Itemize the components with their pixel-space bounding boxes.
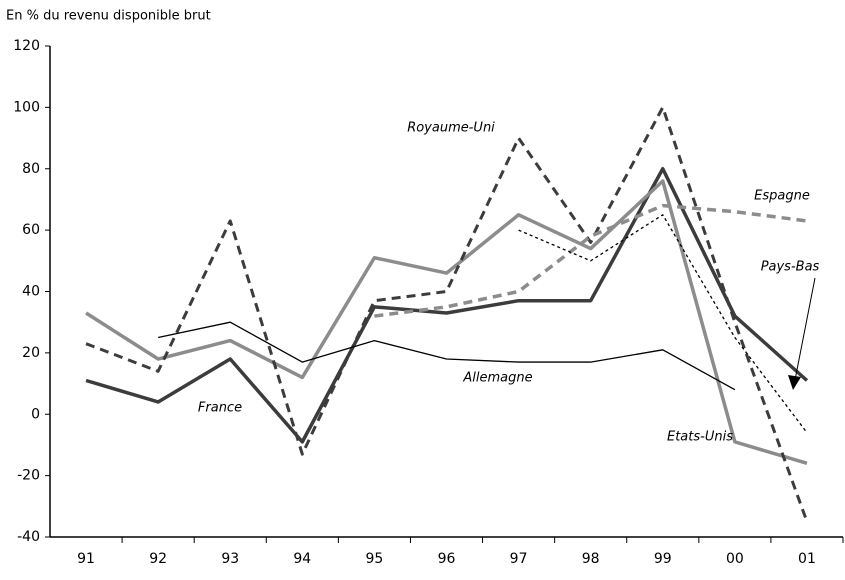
x-tick-label: 93 [221, 551, 239, 567]
x-tick-label: 00 [726, 551, 744, 567]
x-tick-label: 95 [365, 551, 383, 567]
series-label: Allemagne [462, 371, 532, 386]
series-label: France [198, 401, 242, 416]
y-tick-label: 60 [22, 222, 40, 238]
y-tick-label: 0 [31, 406, 40, 422]
y-tick-label: 40 [22, 284, 40, 300]
y-tick-label: -40 [17, 529, 40, 545]
series-label: Pays-Bas [761, 260, 820, 275]
series-line [518, 214, 808, 434]
x-tick-label: 99 [654, 551, 672, 567]
x-tick-label: 97 [510, 551, 528, 567]
axis-title: En % du revenu disponible brut [6, 9, 211, 24]
y-tick-label: 120 [13, 38, 40, 54]
pointer-arrow [794, 277, 816, 381]
y-tick-label: 80 [22, 161, 40, 177]
y-tick-label: 20 [22, 345, 40, 361]
series-line [85, 105, 809, 523]
series-line [158, 321, 736, 391]
x-tick-label: 91 [77, 551, 95, 567]
y-tick-label: 100 [13, 99, 40, 115]
arrow-head [788, 375, 801, 390]
series-line [85, 167, 809, 444]
x-tick-label: 92 [149, 551, 167, 567]
x-tick-label: 01 [798, 551, 816, 567]
series-label: Espagne [754, 189, 810, 204]
y-tick-label: -20 [17, 468, 40, 484]
x-tick-label: 98 [582, 551, 600, 567]
series-label: Royaume-Uni [407, 121, 495, 136]
x-tick-label: 94 [293, 551, 311, 567]
series-line [85, 179, 808, 466]
series-label: Etats-Unis [667, 430, 733, 445]
x-tick-label: 96 [438, 551, 456, 567]
